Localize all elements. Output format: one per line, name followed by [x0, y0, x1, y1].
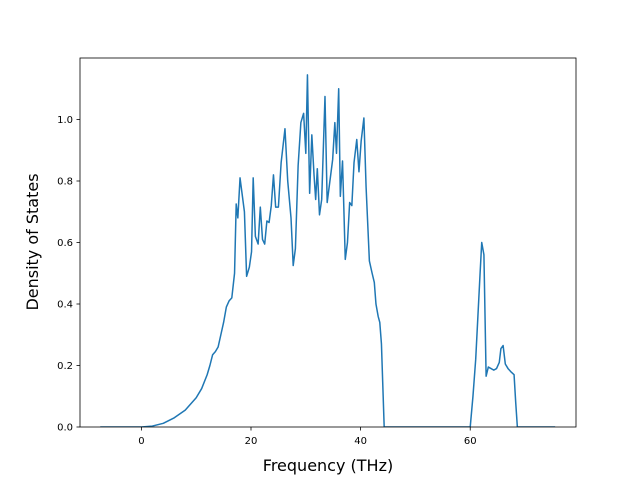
y-tick-label: 1.0 — [57, 115, 73, 126]
plot-frame — [79, 57, 577, 428]
x-tick-label: 40 — [354, 436, 367, 447]
line-series — [100, 74, 556, 427]
y-tick-label: 0.6 — [57, 238, 73, 249]
y-tick-label: 0.0 — [57, 423, 73, 434]
x-tick-label: 60 — [464, 436, 477, 447]
x-axis-label: Frequency (THz) — [263, 456, 393, 475]
y-tick-label: 0.8 — [57, 177, 73, 188]
y-tick-label: 0.2 — [57, 361, 73, 372]
x-tick-label: 0 — [138, 436, 144, 447]
y-axis-label: Density of States — [23, 173, 42, 310]
x-tick-label: 20 — [245, 436, 258, 447]
y-tick-label: 0.4 — [57, 300, 73, 311]
